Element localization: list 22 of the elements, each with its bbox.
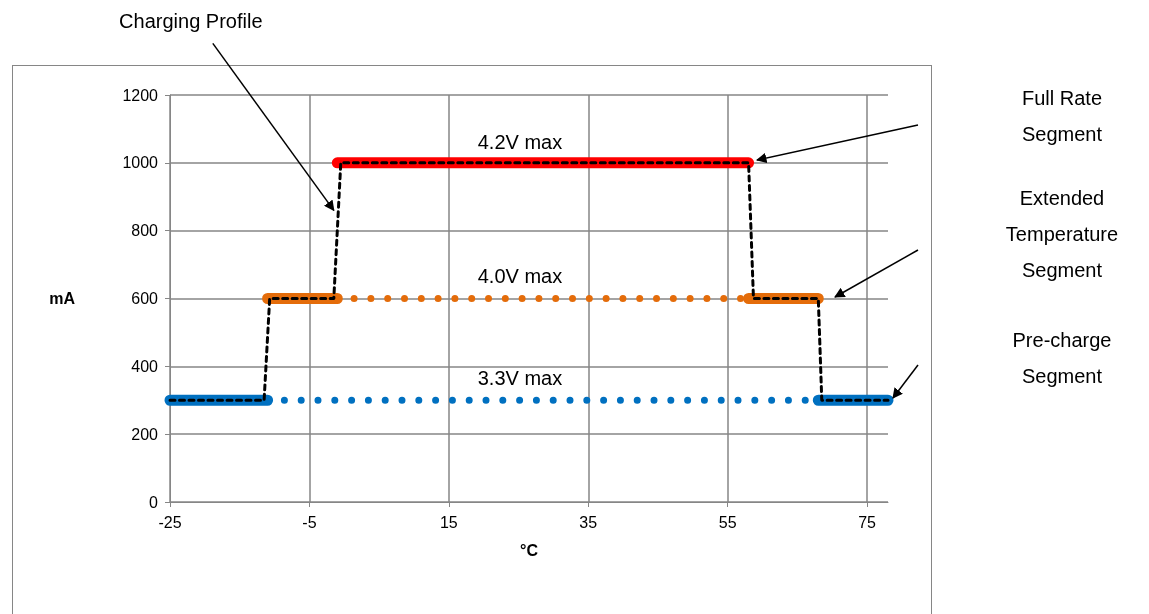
x-tick-label: 35 xyxy=(579,513,598,531)
y-tick-label: 600 xyxy=(131,290,159,307)
y-tick-label: 200 xyxy=(131,425,159,443)
y-tick-label: 0 xyxy=(149,493,159,511)
x-tick-label: -5 xyxy=(302,513,317,531)
x-tick-label: 55 xyxy=(718,513,737,531)
text: Pre-charge Segment xyxy=(1012,329,1112,388)
y-tick-label: 400 xyxy=(131,357,159,375)
annotation: 3.3V max xyxy=(477,367,563,390)
x-tick-label: 15 xyxy=(439,513,458,531)
annotation: Charging Profile xyxy=(119,10,263,33)
y-tick-label: 800 xyxy=(131,222,159,240)
y-tick-label: 1200 xyxy=(122,86,159,104)
x-axis-title: °C xyxy=(520,541,539,559)
annotation: 4.2V max xyxy=(477,131,563,154)
x-tick-label: 75 xyxy=(858,513,877,531)
text: Full Rate Segment xyxy=(1021,87,1103,146)
y-tick-label: 1000 xyxy=(122,154,159,172)
text: Extended Temperature Segment xyxy=(1005,187,1119,282)
annotation: 4.0V max xyxy=(477,265,563,288)
y-axis-title: mA xyxy=(49,290,76,307)
x-tick-label: -25 xyxy=(158,513,182,531)
